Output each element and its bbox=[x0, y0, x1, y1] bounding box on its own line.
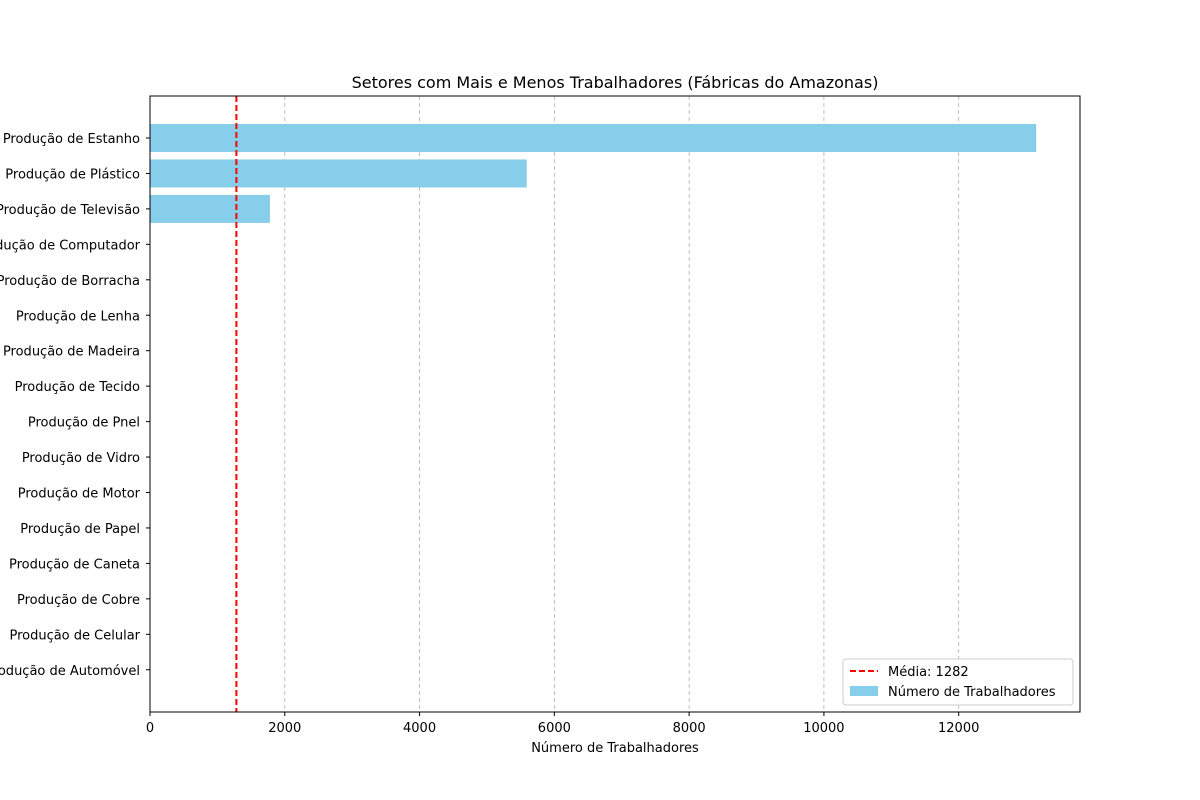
bar bbox=[150, 159, 527, 188]
x-tick-label: 10000 bbox=[803, 721, 844, 736]
y-tick-label: Produção de Automóvel bbox=[0, 664, 140, 679]
chart-title: Setores com Mais e Menos Trabalhadores (… bbox=[352, 73, 879, 92]
x-tick-label: 8000 bbox=[673, 721, 706, 736]
bar bbox=[150, 194, 270, 223]
legend-mean-label: Média: 1282 bbox=[888, 665, 969, 680]
x-axis-label: Número de Trabalhadores bbox=[531, 741, 699, 756]
x-tick-label: 12000 bbox=[938, 721, 979, 736]
y-tick-label: Produção de Celular bbox=[9, 628, 140, 643]
y-axis-ticks: Produção de Estanho Produção de Plástico P… bbox=[0, 132, 150, 679]
y-tick-label: Produção de Televisão bbox=[0, 203, 140, 218]
x-tick-label: 6000 bbox=[538, 721, 571, 736]
y-tick-label: Produção de Caneta bbox=[9, 557, 140, 572]
legend-bar-swatch bbox=[850, 686, 878, 696]
y-tick-label: Produção de Plástico bbox=[5, 167, 140, 182]
bar bbox=[150, 124, 1037, 152]
x-tick-label: 2000 bbox=[268, 721, 301, 736]
x-tick-label: 0 bbox=[146, 721, 154, 736]
x-axis-ticks: 0 2000 4000 6000 8000 10000 12000 bbox=[146, 712, 979, 736]
y-tick-label: Produção de Papel bbox=[20, 522, 140, 537]
y-tick-label: Produção de Cobre bbox=[17, 593, 140, 608]
legend-box bbox=[842, 658, 1074, 706]
x-tick-label: 4000 bbox=[403, 721, 436, 736]
y-tick-label: Produção de Pnel bbox=[28, 416, 140, 431]
legend-bar-label: Número de Trabalhadores bbox=[888, 685, 1056, 700]
y-tick-label: Produção de Motor bbox=[18, 487, 141, 502]
y-tick-label: Produção de Madeira bbox=[3, 345, 140, 360]
y-tick-label: Produção de Vidro bbox=[22, 451, 140, 466]
y-tick-label: Produção de Computador bbox=[0, 238, 141, 253]
plot-frame bbox=[149, 95, 1081, 713]
bars bbox=[150, 124, 1037, 223]
y-tick-label: Produção de Borracha bbox=[0, 274, 140, 289]
grid-lines bbox=[284, 96, 960, 712]
y-tick-label: Produção de Tecido bbox=[15, 380, 140, 395]
y-tick-label: Produção de Estanho bbox=[3, 132, 140, 147]
legend: Média: 1282 Número de Trabalhadores bbox=[842, 658, 1074, 706]
y-tick-label: Produção de Lenha bbox=[16, 309, 140, 324]
